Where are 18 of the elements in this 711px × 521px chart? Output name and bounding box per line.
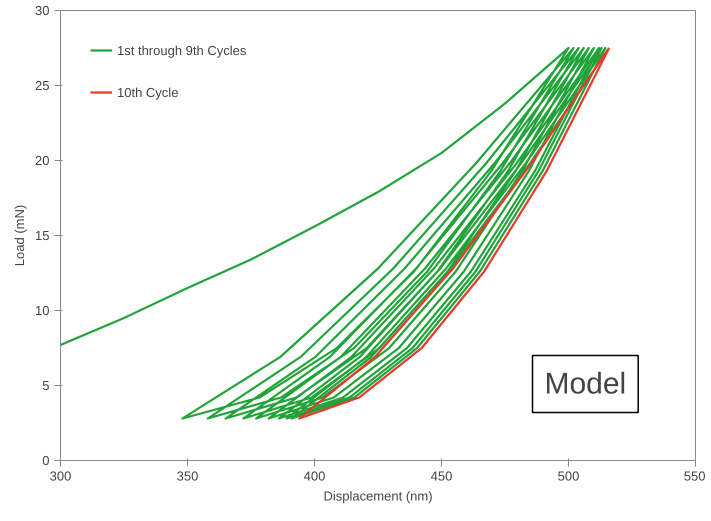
y-tick-label: 20 [35, 153, 50, 168]
y-tick-label: 30 [35, 3, 50, 18]
x-tick-label: 450 [430, 468, 452, 484]
x-axis-title: Displacement (nm) [323, 488, 433, 504]
y-tick-label: 5 [42, 378, 50, 393]
y-tick-label: 0 [42, 453, 50, 468]
annotation: Model [544, 368, 626, 400]
y-tick-label: 25 [35, 78, 50, 93]
y-tick-label: 15 [35, 228, 50, 243]
x-tick-label: 500 [558, 468, 580, 484]
x-tick-label: 550 [684, 468, 706, 484]
y-tick-label: 10 [35, 303, 50, 318]
x-tick-label: 300 [50, 468, 72, 484]
x-tick-label: 400 [304, 468, 326, 484]
x-tick-label: 350 [176, 468, 198, 484]
legend-label: 1st through 9th Cycles [117, 42, 246, 58]
y-axis-title: Load (mN) [12, 204, 28, 266]
legend-label: 10th Cycle [117, 84, 178, 100]
